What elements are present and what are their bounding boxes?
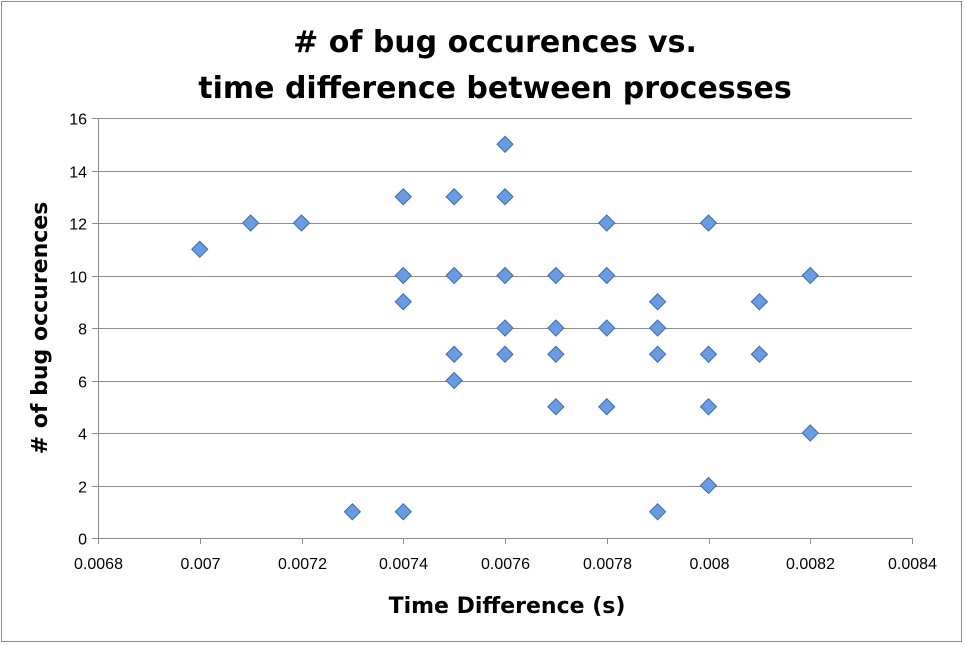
x-tick-label: 0.0082 [786, 556, 835, 573]
data-point [648, 345, 667, 363]
data-point [445, 371, 463, 390]
y-tick-label: 8 [78, 322, 87, 339]
data-point [394, 266, 412, 285]
data-point [801, 266, 819, 285]
data-point [750, 293, 769, 311]
data-point [547, 319, 565, 337]
data-point [445, 345, 463, 363]
y-tick-label: 0 [78, 532, 87, 549]
data-point [598, 214, 616, 232]
axes [92, 118, 913, 544]
data-point [496, 188, 514, 206]
x-tick-label: 0.008 [689, 556, 729, 573]
data-point [394, 293, 412, 311]
data-point [648, 503, 667, 521]
y-axis-title: # of bug occurences [28, 202, 53, 455]
data-point [598, 319, 616, 337]
x-tick-label: 0.0078 [583, 556, 632, 573]
y-tick-label: 10 [69, 270, 87, 287]
x-tick-label: 0.0084 [888, 556, 937, 573]
data-point [648, 293, 667, 311]
y-tick-labels: 0 2 4 6 8 10 12 14 16 [69, 112, 87, 549]
data-point [598, 398, 616, 416]
data-point [801, 424, 819, 442]
y-tick-label: 6 [78, 375, 87, 392]
data-point [750, 345, 769, 363]
y-tick-label: 4 [78, 427, 87, 444]
data-point [547, 398, 565, 416]
chart-title-line-1: # of bug occurences vs. [293, 25, 697, 60]
data-point [496, 345, 514, 363]
gridlines [98, 118, 912, 487]
data-point [292, 214, 311, 232]
data-point [699, 398, 718, 416]
y-tick-label: 12 [69, 217, 87, 234]
x-axis-title: Time Difference (s) [389, 594, 626, 619]
x-tick-label: 0.007 [180, 556, 220, 573]
data-point [699, 214, 718, 232]
chart-title-line-2: time difference between processes [198, 71, 791, 106]
data-point [394, 188, 412, 206]
data-point [445, 188, 463, 206]
data-point [394, 503, 412, 521]
data-point [699, 345, 718, 363]
data-point [547, 345, 565, 363]
data-point [598, 266, 616, 285]
y-tick-label: 14 [69, 165, 87, 182]
data-point [547, 266, 565, 285]
y-tick-label: 16 [69, 112, 87, 129]
data-point [445, 266, 463, 285]
data-points [191, 135, 819, 521]
data-point [496, 266, 514, 285]
data-point [191, 240, 209, 258]
data-point [699, 476, 718, 495]
data-point [648, 319, 667, 337]
data-point [496, 319, 514, 337]
data-point [496, 135, 514, 153]
y-tick-label: 2 [78, 480, 87, 497]
x-tick-label: 0.0074 [379, 556, 428, 573]
data-point [241, 214, 260, 232]
x-tick-label: 0.0076 [481, 556, 530, 573]
x-tick-labels: 0.0068 0.007 0.0072 0.0074 0.0076 0.0078 0.008… [74, 556, 937, 573]
data-point [343, 503, 362, 521]
x-tick-label: 0.0072 [278, 556, 327, 573]
x-tick-label: 0.0068 [74, 556, 123, 573]
